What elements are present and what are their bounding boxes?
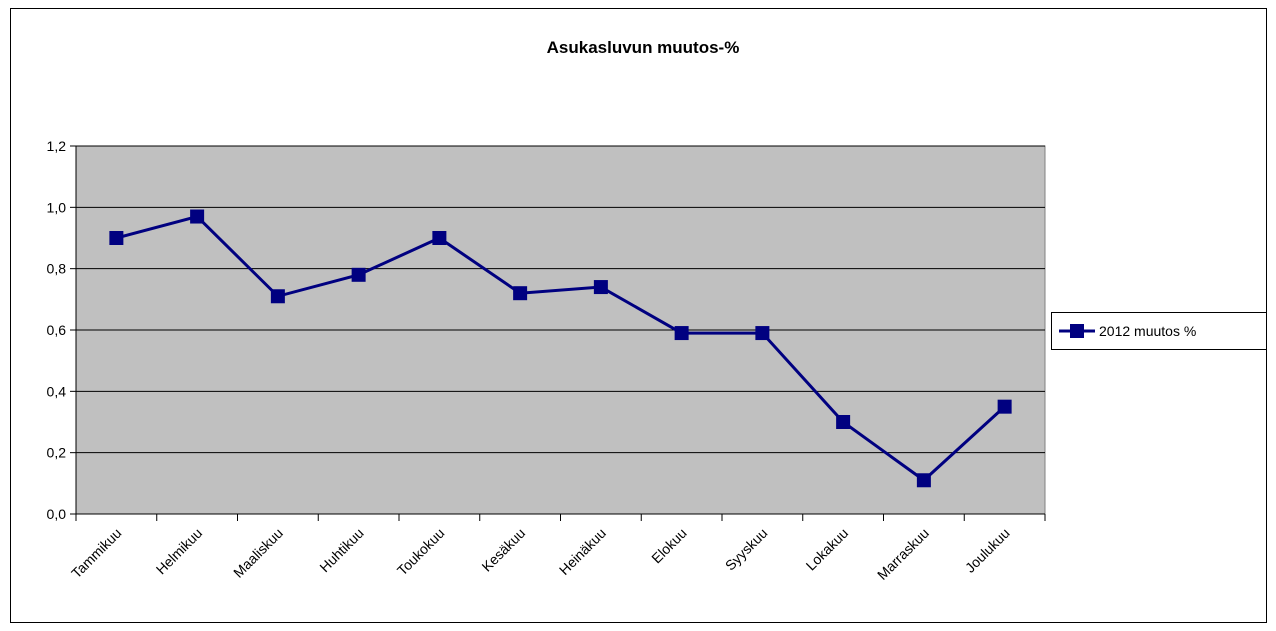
y-tick-label: 1,0 (47, 199, 67, 215)
data-point (836, 415, 851, 429)
y-tick-label: 0,6 (47, 322, 67, 338)
series-line (115, 214, 1006, 483)
legend-label: 2012 muutos % (1099, 323, 1196, 339)
y-tick-label: 0,0 (47, 506, 67, 522)
data-point (432, 231, 447, 245)
data-point (270, 289, 285, 304)
chart-title: Asukasluvun muutos-% (547, 38, 740, 57)
data-point (351, 267, 366, 282)
data-point (755, 326, 770, 341)
data-point (674, 326, 689, 341)
y-tick-label: 0,8 (47, 261, 67, 277)
data-point (916, 473, 931, 488)
data-point (513, 286, 528, 301)
y-tick-label: 1,2 (47, 138, 67, 154)
y-tick-label: 0,2 (47, 445, 67, 461)
data-point (190, 209, 205, 224)
data-point (997, 399, 1012, 414)
y-tick-label: 0,4 (47, 383, 67, 399)
data-point (593, 280, 608, 295)
data-point (109, 231, 124, 245)
legend-marker (1070, 324, 1084, 338)
